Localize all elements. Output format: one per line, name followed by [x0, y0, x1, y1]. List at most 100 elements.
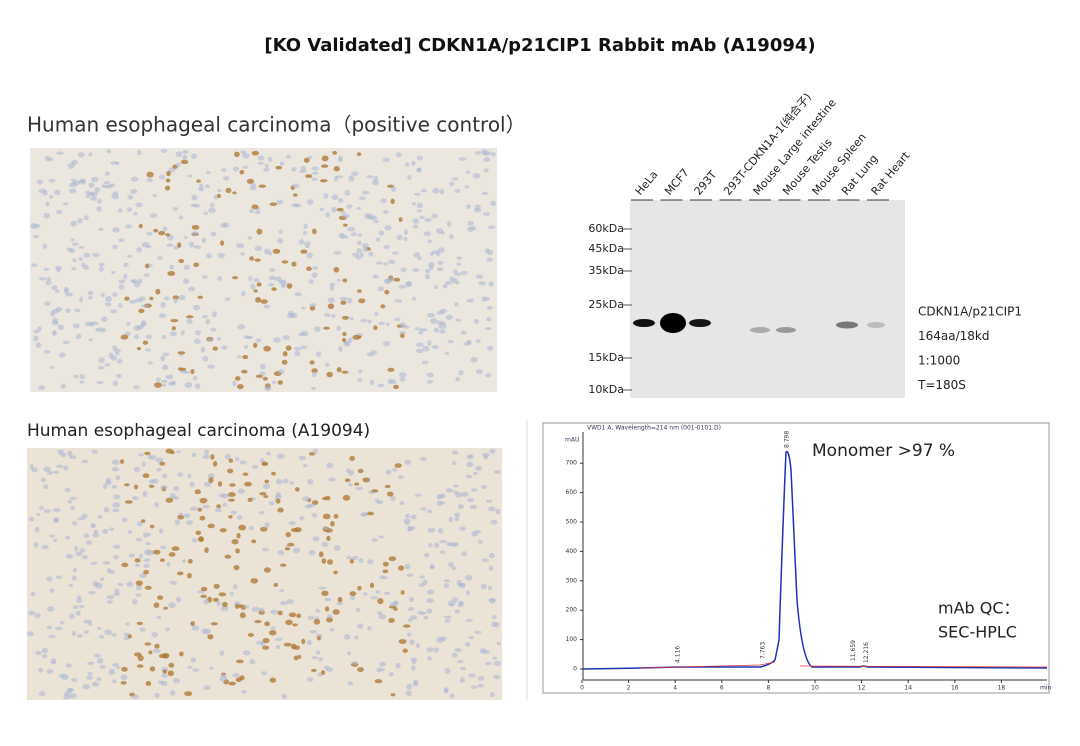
nucleus: [435, 228, 444, 234]
nucleus: [357, 377, 363, 382]
x-tick-label: 4: [673, 685, 677, 692]
nucleus: [322, 513, 331, 520]
nucleus: [460, 491, 469, 497]
nucleus: [211, 311, 217, 318]
y-tick-label: 0: [573, 666, 577, 673]
nucleus: [308, 452, 316, 456]
nucleus: [191, 224, 200, 230]
nucleus: [232, 166, 240, 172]
nucleus: [161, 379, 168, 383]
nucleus: [416, 209, 423, 213]
nucleus: [490, 152, 496, 157]
ihc-cells: [26, 149, 502, 700]
nucleus: [270, 609, 278, 615]
nucleus: [274, 637, 283, 642]
nucleus: [382, 561, 389, 567]
nucleus: [428, 543, 433, 548]
nucleus: [65, 553, 74, 559]
nucleus: [400, 267, 407, 273]
nucleus: [282, 335, 290, 341]
nucleus: [483, 168, 489, 173]
nucleus: [346, 297, 353, 304]
nucleus: [177, 514, 185, 520]
nucleus: [466, 455, 474, 460]
nucleus: [166, 170, 171, 177]
nucleus: [157, 255, 163, 260]
nucleus: [409, 615, 418, 620]
nucleus: [382, 340, 391, 347]
nucleus: [413, 192, 422, 196]
marker-label: 10kDa: [588, 383, 624, 396]
nucleus: [473, 208, 482, 213]
nucleus: [394, 299, 403, 303]
marker-label: 35kDa: [588, 264, 624, 277]
nucleus: [187, 174, 193, 178]
nucleus: [375, 237, 381, 242]
nucleus: [152, 648, 161, 654]
nucleus: [342, 213, 350, 219]
nucleus: [76, 634, 84, 638]
nucleus: [486, 317, 492, 322]
y-tick-label: 200: [566, 607, 578, 614]
nucleus: [37, 326, 42, 332]
nucleus: [276, 453, 285, 460]
nucleus: [333, 251, 342, 255]
nucleus: [372, 179, 380, 186]
nucleus: [349, 455, 355, 462]
nucleus: [481, 558, 490, 563]
nucleus: [173, 245, 179, 250]
nucleus: [327, 614, 333, 619]
nucleus: [84, 629, 89, 635]
nucleus: [327, 303, 335, 310]
nucleus: [346, 204, 353, 209]
nucleus: [36, 179, 43, 185]
y-unit: mAU: [565, 437, 579, 444]
nucleus: [168, 552, 176, 557]
nucleus: [348, 482, 353, 487]
nucleus: [218, 493, 227, 498]
nucleus: [242, 354, 249, 360]
nucleus: [112, 292, 118, 297]
nucleus: [168, 602, 176, 608]
nucleus: [126, 581, 134, 587]
nucleus: [208, 477, 214, 484]
nucleus: [377, 500, 384, 505]
nucleus: [481, 649, 490, 655]
nucleus: [326, 371, 333, 378]
nucleus: [93, 653, 102, 658]
nucleus: [38, 277, 47, 281]
nucleus: [465, 641, 471, 647]
nucleus: [449, 181, 455, 187]
nucleus: [121, 562, 129, 568]
nucleus: [366, 175, 374, 179]
nucleus: [242, 650, 251, 656]
nucleus: [141, 461, 146, 467]
nucleus: [104, 363, 111, 367]
nucleus: [70, 505, 75, 511]
nucleus: [455, 376, 460, 382]
nucleus: [66, 247, 72, 252]
nucleus: [135, 537, 143, 542]
nucleus: [438, 247, 445, 253]
nucleus: [200, 586, 208, 592]
nucleus: [117, 582, 124, 586]
nucleus: [98, 357, 105, 364]
nucleus: [192, 668, 200, 672]
nucleus: [195, 530, 202, 536]
nucleus: [235, 677, 242, 683]
nucleus: [254, 245, 263, 252]
nucleus: [286, 283, 293, 289]
nucleus: [275, 498, 281, 504]
nucleus: [452, 460, 457, 466]
nucleus: [478, 281, 486, 286]
nucleus: [444, 280, 452, 285]
nucleus: [165, 178, 171, 183]
nucleus: [154, 692, 160, 698]
nucleus: [296, 613, 302, 619]
marker-label: 15kDa: [588, 351, 624, 364]
nucleus: [475, 465, 483, 471]
nucleus: [79, 178, 86, 183]
nucleus: [88, 295, 93, 300]
nucleus: [57, 324, 65, 331]
nucleus: [319, 179, 328, 183]
